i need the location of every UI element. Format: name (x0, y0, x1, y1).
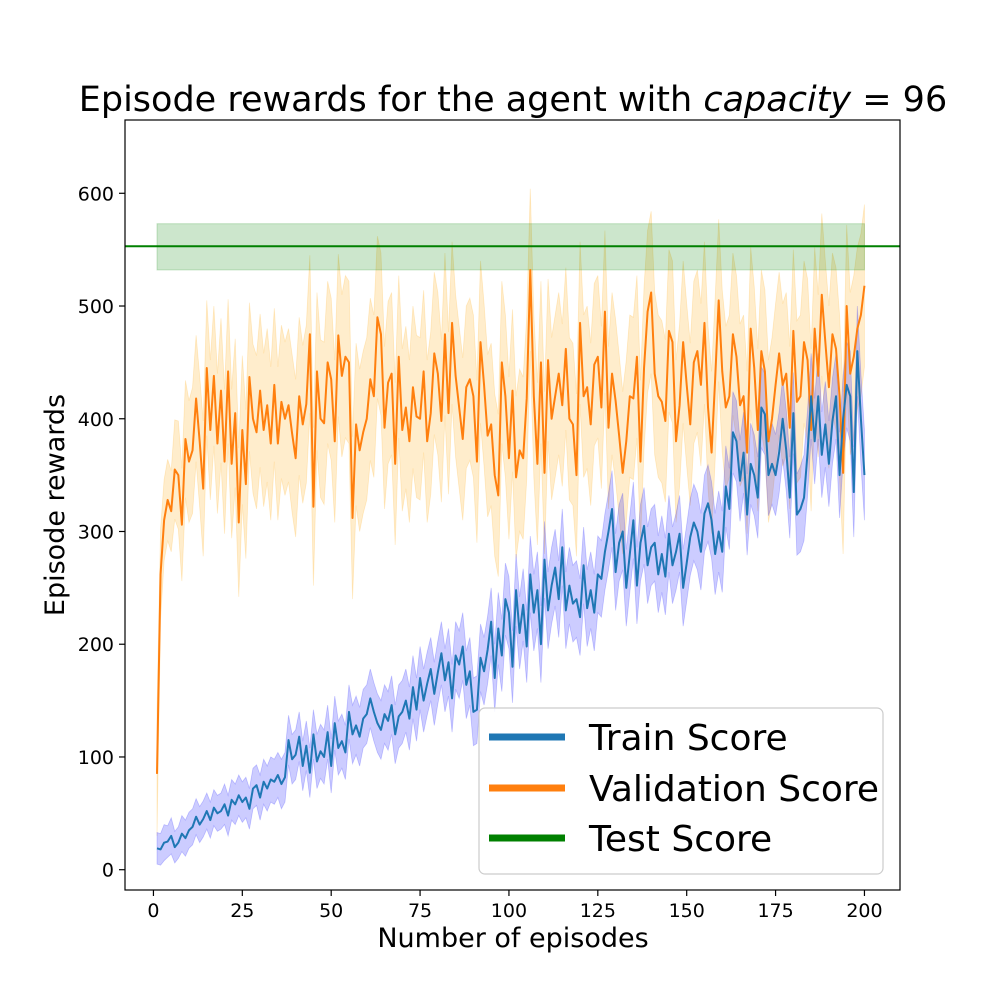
x-tick-label: 25 (230, 900, 254, 922)
y-axis-ticks: 0 100 200 300 400 500 600 (78, 183, 125, 882)
x-tick-label: 175 (757, 900, 793, 922)
legend-box (478, 707, 884, 875)
x-tick-label: 200 (846, 900, 882, 922)
y-axis-label: Episode rewards (40, 394, 71, 616)
y-tick-label: 300 (78, 521, 114, 543)
validation-score-line (156, 268, 866, 774)
legend-label-train: Train Score (588, 718, 788, 759)
plot-frame (124, 119, 901, 891)
y-tick-label: 500 (78, 296, 114, 318)
chart-title-text: Episode rewards for the agent with (79, 80, 704, 120)
y-tick-label: 0 (102, 860, 114, 882)
x-tick-label: 100 (491, 900, 527, 922)
x-tick-label: 0 (147, 900, 159, 922)
y-tick-label: 400 (78, 409, 114, 431)
plot-lines (125, 245, 900, 851)
x-tick-label: 75 (408, 900, 432, 922)
chart-title: Episode rewards for the agent with capac… (79, 80, 947, 120)
chart-title-math-var: capacity (703, 80, 852, 120)
x-axis-label: Number of episodes (377, 923, 648, 954)
x-axis-ticks: 0 25 50 75 100 125 150 175 200 (147, 890, 883, 922)
chart-title-math-eq: = 96 (851, 80, 947, 120)
y-tick-label: 600 (78, 183, 114, 205)
train-score-line (156, 350, 866, 851)
legend: Train Score Validation Score Test Score (478, 707, 884, 875)
x-tick-label: 50 (319, 900, 343, 922)
x-tick-label: 150 (669, 900, 705, 922)
validation-score-band (156, 188, 865, 836)
chart-title-group: Episode rewards for the agent with capac… (79, 80, 947, 120)
legend-label-test: Test Score (588, 819, 772, 860)
y-tick-label: 200 (78, 634, 114, 656)
x-tick-label: 125 (580, 900, 616, 922)
legend-label-validation: Validation Score (589, 769, 879, 810)
y-tick-label: 100 (78, 747, 114, 769)
